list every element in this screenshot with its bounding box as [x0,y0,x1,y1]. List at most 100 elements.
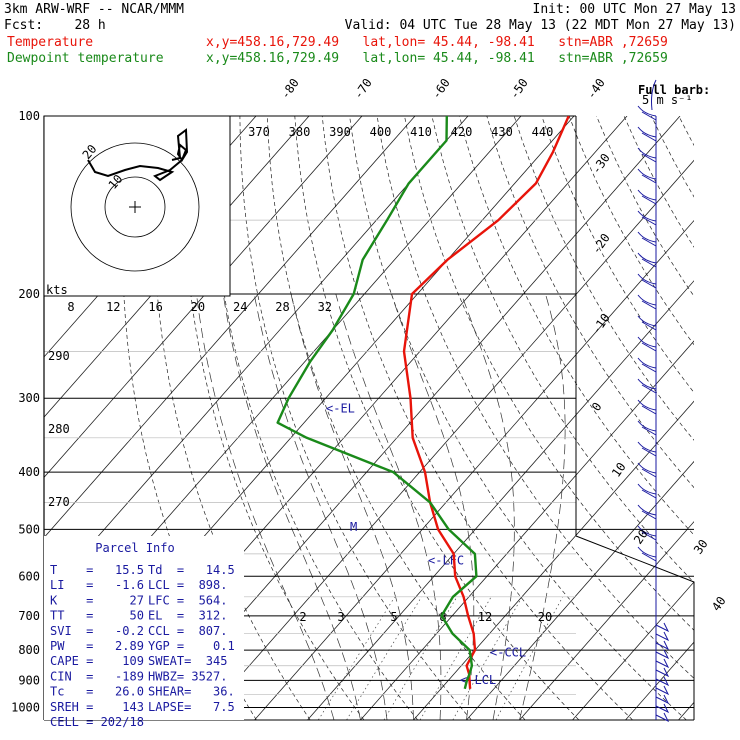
wind-barb [655,640,670,651]
wind-key-value: 5 m s⁻¹ [642,93,693,107]
wind-barb [637,441,657,453]
dry-adiabat-label: 390 [329,125,351,139]
parcel-info-value: SVI = -0.2 [50,624,144,638]
wind-axis-label: 24 [233,300,247,314]
hodograph-trace [87,128,189,182]
isotherm-label: 10 [609,460,629,480]
wind-barb [637,546,657,558]
isotherm-line [625,641,694,720]
dry-adiabat-label: 410 [410,125,432,139]
right-axis-step [575,535,695,720]
isotherm-line [44,116,416,539]
hodograph-ring [104,176,166,238]
moist-adiabat-line [335,293,442,720]
pressure-tick-label: 800 [18,643,40,657]
dry-adiabat-line [294,116,580,720]
dry-adiabat-label: 420 [451,125,473,139]
theta-side-label: 270 [48,495,70,509]
wind-barb [655,649,670,660]
isotherm-label: 40 [709,594,729,614]
wind-barb [641,363,657,373]
moist-adiabat-line [253,293,388,720]
dry-adiabat-line [122,116,257,720]
valid-time: Valid: 04 UTC Tue 28 May 13 (22 MDT Mon … [344,18,736,33]
wind-barb [637,126,657,138]
isotherm-label: 30 [691,537,711,557]
parcel-info-value: K = 27 [50,593,144,607]
isotherm-label: 0 [589,400,605,414]
pressure-tick-label: 400 [18,465,40,479]
wind-barb [655,631,670,642]
moist-adiabat-line [290,293,414,720]
dry-adiabat-line [376,116,694,679]
parcel-info-value: TT = 50 [50,609,144,623]
dewpoint-profile [276,116,478,690]
parcel-info-value: YGP = 0.1 [148,639,235,653]
wind-barb [655,685,670,696]
temperature-legend-label: Temperature [7,35,94,50]
wind-axis-label: 32 [318,300,332,314]
dry-adiabat-label: 440 [532,125,554,139]
init-time: Init: 00 UTC Mon 27 May 13 [532,2,737,17]
isotherm-line [413,400,694,720]
wind-barb [637,357,657,369]
pressure-tick-label: 100 [18,109,40,123]
wind-barb [637,462,657,474]
dry-adiabat-line [459,116,694,536]
wind-axis-label: 8 [67,300,74,314]
theta-side-label: 290 [48,349,70,363]
isotherm-label: -10 [589,311,613,337]
parcel-info-value: LI = -1.6 [50,578,144,592]
parcel-info-box [44,536,244,720]
dry-adiabat-line [183,116,365,720]
isotherm-line [360,340,694,720]
mixing-ratio-line [495,596,564,720]
dry-adiabat-line [349,116,687,720]
wind-barb [637,315,657,327]
parcel-info-value: LFC = 564. [148,593,227,607]
pressure-tick-label: 200 [18,287,40,301]
wind-barb [655,694,670,705]
dry-adiabat-line [239,116,472,720]
forecast-hour: Fcst: 28 h [4,18,106,33]
wind-barb [655,712,670,723]
wind-barb [641,153,657,163]
wind-barb [641,300,657,310]
wind-barb [641,447,657,457]
wind-barb [637,378,657,390]
wind-barb [637,420,657,432]
wind-barb [641,468,657,478]
mixing-ratio-label: 2 [299,610,306,624]
wind-barb [641,111,657,121]
parcel-info-value: LCL = 898. [148,578,227,592]
temperature-profile [402,116,570,689]
dry-adiabat-line [678,116,694,146]
mixing-ratio-line [346,596,422,720]
parcel-info-value: CELL = 202/18 [50,715,144,729]
parcel-info-value: PW = 2.89 [50,639,144,653]
isotherm-line [254,219,694,720]
moist-adiabat-line [222,293,361,720]
wind-barb [655,703,670,714]
wind-barb [641,258,657,268]
wind-barb [637,147,657,159]
parcel-info-value: CCL = 807. [148,624,227,638]
dry-adiabat-line [211,116,418,720]
theta-side-label: 280 [48,422,70,436]
wind-barb [655,622,670,633]
dry-adiabat-label: 400 [370,125,392,139]
parcel-info-value: CIN = -189 [50,669,144,683]
isotherm-line [44,116,363,478]
wind-barb [637,168,657,180]
wind-barb [641,510,657,520]
dry-adiabat-line [431,116,694,584]
dry-adiabat-line [541,116,694,394]
dry-adiabat-line [596,116,694,297]
wind-barb [637,504,657,516]
parcel-info-value: CAPE = 109 [50,654,144,668]
wind-axis-units: kts [46,283,68,297]
dry-adiabat-line [486,116,694,489]
parcel-info-value: Td = 14.5 [148,563,235,577]
wind-barb [641,384,657,394]
wind-barb [641,405,657,415]
